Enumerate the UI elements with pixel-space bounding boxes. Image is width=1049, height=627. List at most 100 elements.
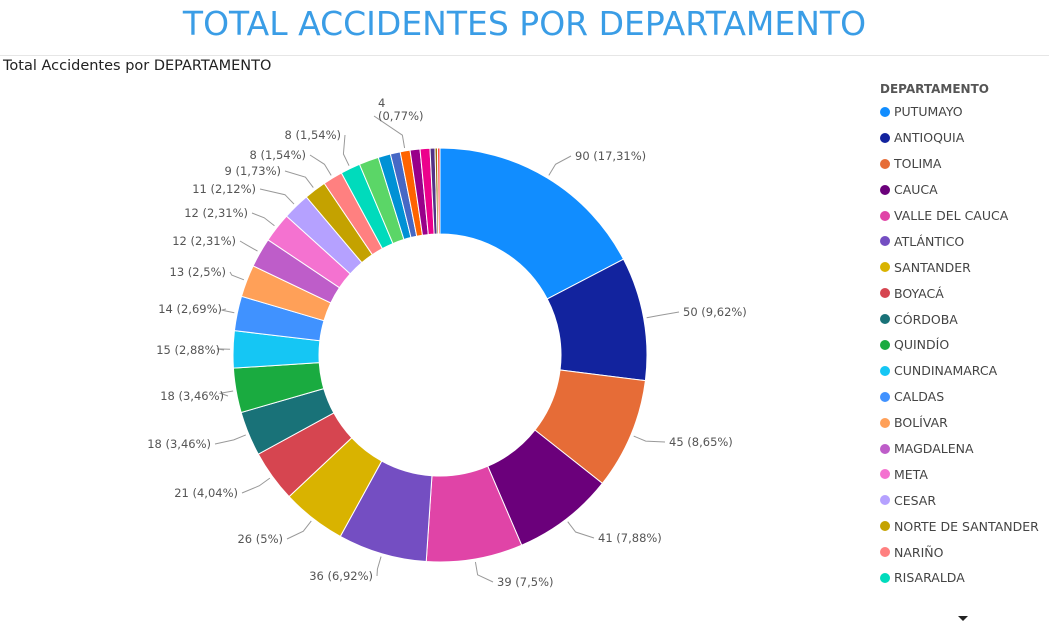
legend-item[interactable]: ATLÁNTICO xyxy=(880,228,1048,254)
legend-label: VALLE DEL CAUCA xyxy=(894,208,1009,223)
legend-swatch xyxy=(880,132,890,143)
legend-swatch xyxy=(880,158,890,169)
legend-title: DEPARTAMENTO xyxy=(880,82,989,96)
legend-label: BOYACÁ xyxy=(894,285,944,301)
data-label: 15 (2,88%) xyxy=(156,343,220,357)
donut-chart[interactable]: 90 (17,31%) 50 (9,62%) 45 (8,65%) 41 (7,88%… xyxy=(0,0,870,627)
leader-line xyxy=(286,520,312,540)
data-label: 14 (2,69%) xyxy=(158,302,222,316)
legend-item[interactable]: RISARALDA xyxy=(880,565,1048,591)
legend-item[interactable]: TOLIMA xyxy=(880,151,1048,177)
legend-swatch xyxy=(880,262,890,273)
legend: DEPARTAMENTO PUTUMAYO ANTIOQUIA TOLIMA CAUC… xyxy=(880,82,1048,591)
data-label: 13 (2,5%) xyxy=(170,265,226,279)
legend-label: CESAR xyxy=(894,492,937,508)
legend-swatch xyxy=(880,314,890,325)
legend-label: ANTIOQUIA xyxy=(894,130,965,146)
legend-label: NARIÑO xyxy=(894,544,944,560)
legend-swatch xyxy=(880,443,890,454)
legend-label: NORTE DE SANTANDER xyxy=(894,518,1039,534)
legend-item[interactable]: CALDAS xyxy=(880,384,1048,410)
data-label: 36 (6,92%) xyxy=(309,569,373,583)
legend-swatch xyxy=(880,184,890,195)
legend-label: RISARALDA xyxy=(894,570,965,586)
legend-item[interactable]: ANTIOQUIA xyxy=(880,125,1048,151)
legend-item[interactable]: MAGDALENA xyxy=(880,436,1048,462)
legend-item[interactable]: VALLE DEL CAUCA xyxy=(880,203,1048,229)
legend-item[interactable]: CAUCA xyxy=(880,177,1048,203)
legend-item[interactable]: BOLÍVAR xyxy=(880,410,1048,436)
leader-line xyxy=(241,477,271,494)
leader-line xyxy=(221,308,235,314)
legend-swatch xyxy=(880,469,890,480)
donut-slice-27[interactable] xyxy=(436,147,441,235)
leader-line xyxy=(376,556,382,577)
legend-item[interactable]: CESAR xyxy=(880,487,1048,513)
data-label: 11 (2,12%) xyxy=(192,182,256,196)
legend-label: CUNDINAMARCA xyxy=(894,363,998,379)
leader-line xyxy=(284,170,314,188)
legend-swatch xyxy=(880,288,890,299)
data-label: 21 (4,04%) xyxy=(174,486,238,500)
legend-item[interactable]: BOYACÁ xyxy=(880,280,1048,306)
leader-line xyxy=(342,134,350,166)
legend-swatch xyxy=(880,495,890,506)
data-label: 45 (8,65%) xyxy=(669,435,733,449)
data-label: 26 (5%) xyxy=(237,532,283,546)
leader-line xyxy=(633,435,666,443)
legend-item[interactable]: CÓRDOBA xyxy=(880,306,1048,332)
data-label: 9 (1,73%) xyxy=(225,164,281,178)
leader-line xyxy=(229,271,245,281)
legend-swatch xyxy=(880,521,890,532)
leader-line xyxy=(646,311,680,319)
chart-title: Total Accidentes por DEPARTAMENTO xyxy=(3,58,272,74)
legend-label: CÓRDOBA xyxy=(894,311,958,327)
legend-swatch xyxy=(880,572,890,583)
legend-swatch xyxy=(880,417,890,428)
title-divider xyxy=(0,55,1049,56)
page-title: TOTAL ACCIDENTES POR DEPARTAMENTO xyxy=(182,4,867,43)
leader-line xyxy=(309,154,332,176)
legend-label: MAGDALENA xyxy=(894,441,974,457)
data-label: 50 (9,62%) xyxy=(683,305,747,319)
legend-label: ATLÁNTICO xyxy=(894,233,965,249)
legend-label: SANTANDER xyxy=(894,259,971,275)
legend-label: PUTUMAYO xyxy=(894,104,963,120)
leader-line xyxy=(567,521,595,539)
leader-line xyxy=(474,561,494,583)
leader-line xyxy=(548,155,572,176)
legend-swatch xyxy=(880,391,890,402)
data-label: 39 (7,5%) xyxy=(497,575,553,589)
legend-scroll-down-icon[interactable] xyxy=(958,616,968,621)
legend-label: META xyxy=(894,466,928,482)
legend-swatch xyxy=(880,106,890,117)
legend-label: BOLÍVAR xyxy=(894,415,948,431)
legend-item[interactable]: SANTANDER xyxy=(880,254,1048,280)
data-label: 8 (1,54%) xyxy=(250,148,306,162)
leader-line xyxy=(373,115,406,149)
legend-label: TOLIMA xyxy=(894,156,942,172)
data-label: 41 (7,88%) xyxy=(598,531,662,545)
legend-item[interactable]: NARIÑO xyxy=(880,539,1048,565)
data-label: 12 (2,31%) xyxy=(184,206,248,220)
legend-label: QUINDÍO xyxy=(894,337,950,353)
leader-line xyxy=(217,348,231,351)
legend-item[interactable]: NORTE DE SANTANDER xyxy=(880,513,1048,539)
legend-swatch xyxy=(880,365,890,376)
data-label: 12 (2,31%) xyxy=(172,234,236,248)
legend-item[interactable]: CUNDINAMARCA xyxy=(880,358,1048,384)
legend-swatch xyxy=(880,236,890,247)
legend-label: CALDAS xyxy=(894,389,945,405)
leader-line xyxy=(218,390,234,397)
legend-item[interactable]: META xyxy=(880,461,1048,487)
leader-line xyxy=(239,240,258,252)
data-label: 90 (17,31%) xyxy=(575,149,646,163)
leader-line xyxy=(214,434,246,445)
legend-swatch xyxy=(880,547,890,558)
legend-item[interactable]: PUTUMAYO xyxy=(880,99,1048,125)
data-label: 18 (3,46%) xyxy=(147,437,211,451)
legend-item[interactable]: QUINDÍO xyxy=(880,332,1048,358)
data-label: 4 (0,77%) xyxy=(378,96,424,123)
leader-line xyxy=(251,212,275,227)
legend-list[interactable]: PUTUMAYO ANTIOQUIA TOLIMA CAUCA VALLE DEL CA… xyxy=(880,99,1048,591)
